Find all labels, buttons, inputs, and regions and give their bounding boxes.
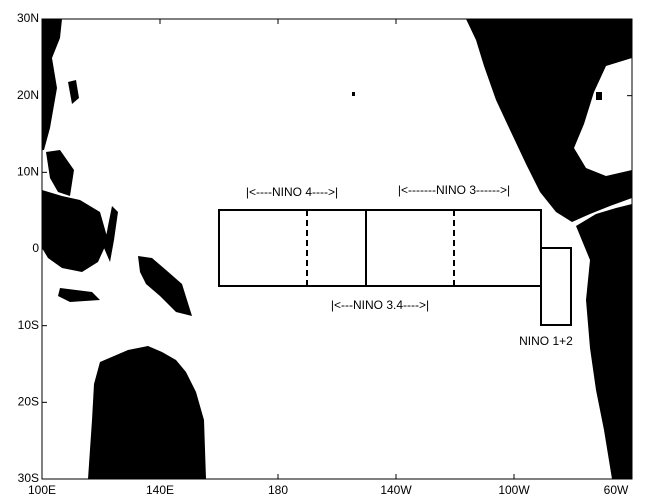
lat-label: 30S	[18, 471, 39, 485]
sulawesi	[104, 206, 118, 262]
nino-3-4-box	[218, 209, 542, 287]
lon-label: 100E	[28, 483, 56, 497]
asia	[42, 19, 62, 150]
land	[42, 19, 632, 479]
lat-label: 30N	[17, 11, 39, 25]
lat-label: 20N	[17, 88, 39, 102]
philippines	[46, 150, 74, 196]
borneo-sumatra	[42, 190, 108, 272]
nino-1-2-box	[540, 247, 572, 326]
island	[568, 68, 578, 71]
taiwan	[68, 80, 79, 104]
region-label: NINO 1+2	[519, 334, 573, 348]
australia	[88, 346, 206, 479]
regions: |<----NINO 4---->| |<-------NINO 3------…	[218, 183, 573, 348]
lat-label: 10N	[17, 165, 39, 179]
island	[596, 92, 602, 100]
lon-label: 140E	[146, 483, 174, 497]
island	[352, 92, 355, 96]
lat-label: 0	[32, 241, 39, 255]
lon-label: 100W	[498, 483, 530, 497]
new-guinea	[138, 256, 192, 316]
lon-label: 180	[268, 483, 288, 497]
region-label: |<-------NINO 3------>|	[398, 183, 510, 197]
lat-label: 10S	[18, 318, 39, 332]
north-america	[466, 19, 632, 222]
lon-label: 60W	[604, 483, 629, 497]
region-label: |<---NINO 3.4---->|	[331, 298, 429, 312]
region-label: |<----NINO 4---->|	[246, 185, 338, 199]
lat-label: 20S	[18, 395, 39, 409]
java	[58, 288, 100, 302]
lon-label: 140W	[380, 483, 412, 497]
south-america	[576, 204, 632, 479]
